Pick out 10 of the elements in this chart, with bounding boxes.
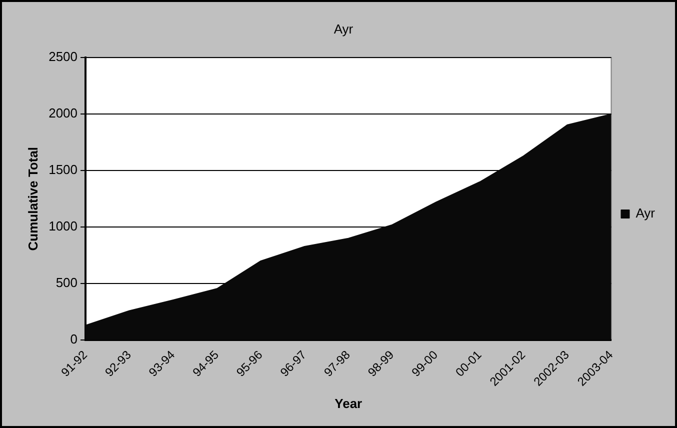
y-tick-label: 500 <box>56 275 78 290</box>
y-tick-label: 2000 <box>48 106 78 121</box>
legend-label: Ayr <box>636 206 656 221</box>
y-axis-title: Cumulative Total <box>25 146 40 251</box>
y-tick-label: 0 <box>70 332 78 347</box>
y-tick-label: 2500 <box>48 49 78 64</box>
chart-title: Ayr <box>334 21 354 36</box>
y-tick-label: 1500 <box>48 162 78 178</box>
x-axis-title: Year <box>334 396 362 411</box>
y-tick-label: 1000 <box>48 218 78 234</box>
